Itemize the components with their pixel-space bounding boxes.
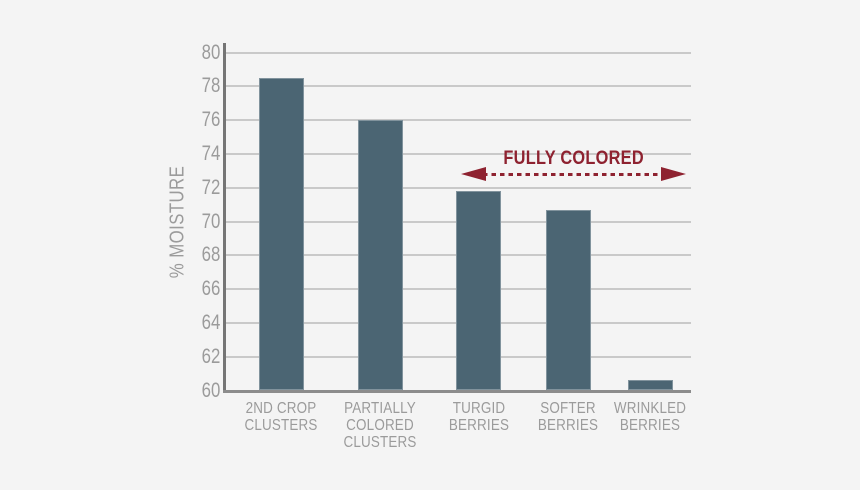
y-tick-value: 64 <box>201 310 220 334</box>
x-category-label: PARTIALLY COLORED CLUSTERS <box>315 400 445 451</box>
y-tick-label: 80 <box>150 41 220 65</box>
x-category-label: SOFTER BERRIES <box>503 400 633 434</box>
x-category-label-line: TURGID <box>452 399 505 417</box>
x-category-label-line: SOFTER <box>540 399 596 417</box>
x-category-label-line: 2ND CROP <box>245 399 317 417</box>
y-tick-label: 74 <box>150 142 220 166</box>
y-tick-value: 72 <box>201 175 220 199</box>
y-tick-label: 76 <box>150 108 220 132</box>
x-category-label-line: BERRIES <box>448 416 509 434</box>
arrowhead-right-icon <box>661 167 686 181</box>
gridline-80 <box>225 51 691 54</box>
y-tick-label: 60 <box>150 379 220 403</box>
x-category-label-line: PARTIALLY <box>344 399 416 417</box>
y-tick-label: 68 <box>150 243 220 267</box>
gridline-74 <box>225 152 691 155</box>
x-category-label: WRINKLED BERRIES <box>585 400 715 434</box>
bar-1 <box>258 77 304 391</box>
x-category-label: 2ND CROP CLUSTERS <box>216 400 346 434</box>
y-tick-value: 62 <box>201 344 220 368</box>
x-category-label-line: CLUSTERS <box>244 416 318 434</box>
y-tick-value: 70 <box>201 209 220 233</box>
y-tick-value: 68 <box>201 243 220 267</box>
y-tick-value: 60 <box>201 378 220 402</box>
bar-2 <box>357 120 403 391</box>
y-tick-label: 70 <box>150 210 220 234</box>
y-tick-value: 80 <box>201 40 220 64</box>
bar-3 <box>456 191 501 391</box>
y-tick-value: 76 <box>201 108 220 132</box>
annotation-label: FULLY COLORED <box>503 148 645 169</box>
y-axis-line <box>223 43 226 393</box>
y-tick-value: 66 <box>201 277 220 301</box>
y-tick-label: 72 <box>150 176 220 200</box>
x-category-label-line: WRINKLED <box>613 399 687 417</box>
y-tick-label: 62 <box>150 345 220 369</box>
x-category-label-line: COLORED <box>346 416 414 434</box>
x-axis-line <box>223 389 691 393</box>
gridline-78 <box>225 85 691 88</box>
double-arrow-icon <box>461 167 686 181</box>
y-tick-value: 78 <box>201 74 220 98</box>
bar-4 <box>545 209 591 391</box>
x-category-label-line: BERRIES <box>537 416 599 434</box>
gridline-72 <box>225 186 691 189</box>
arrow-dashed-line <box>483 172 664 176</box>
x-category-label-line: CLUSTERS <box>343 433 417 451</box>
y-tick-label: 64 <box>150 311 220 335</box>
x-category-label: TURGID BERRIES <box>414 400 544 434</box>
x-category-label-line: BERRIES <box>619 416 681 434</box>
y-tick-label: 66 <box>150 277 220 301</box>
arrowhead-left-icon <box>461 167 486 181</box>
y-tick-value: 74 <box>201 141 220 165</box>
gridline-76 <box>225 119 691 122</box>
y-tick-label: 78 <box>150 74 220 98</box>
